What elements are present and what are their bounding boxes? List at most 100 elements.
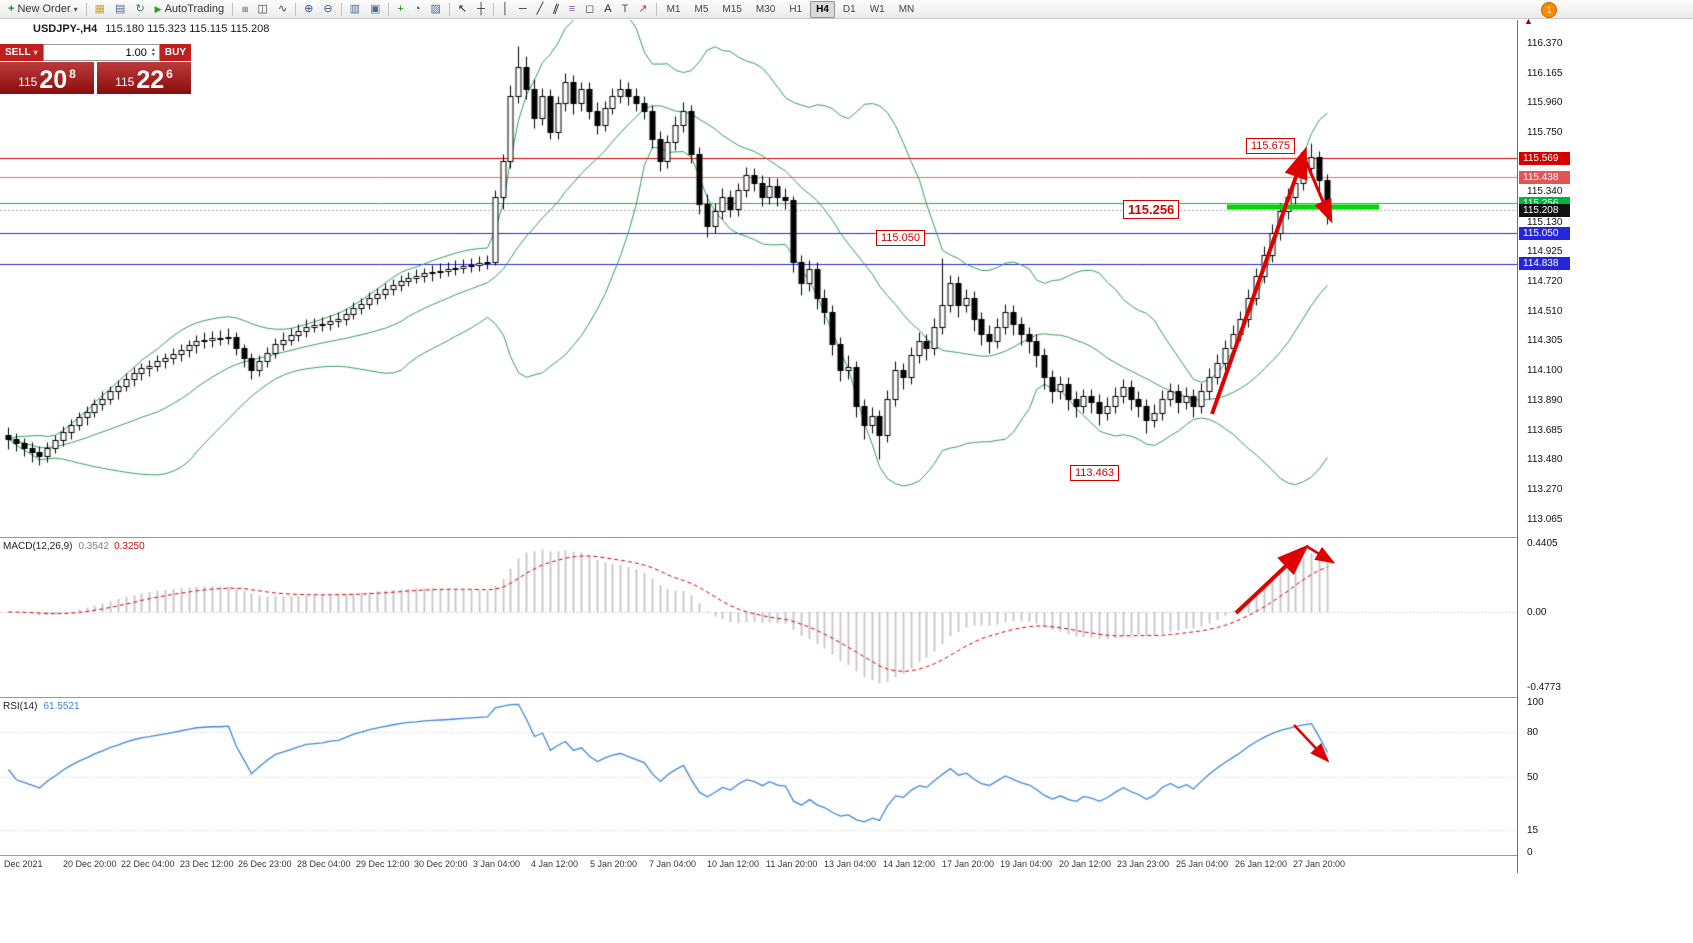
main-chart-canvas[interactable] bbox=[0, 20, 1517, 537]
bar-chart-button[interactable]: ≡ bbox=[236, 0, 252, 18]
toolbar-group-chart-type: ≡ ◫ ∿ bbox=[236, 0, 292, 18]
autotrading-label: AutoTrading bbox=[164, 3, 225, 15]
sell-price-integer: 115 bbox=[18, 75, 38, 89]
price-tick: 113.685 bbox=[1527, 425, 1563, 436]
price-line-label: 115.569 bbox=[1519, 152, 1570, 165]
cursor-button[interactable]: ↖ bbox=[453, 0, 472, 18]
buy-price-pips: 22 bbox=[136, 66, 165, 94]
zoom-in-button[interactable]: ⊕ bbox=[299, 0, 318, 18]
toolbar-group-windows: ▦ ▤ ↻ bbox=[90, 0, 150, 18]
horizontal-line-button[interactable]: ─ bbox=[514, 0, 532, 18]
equidistant-channel-button[interactable]: ∥ bbox=[548, 0, 564, 18]
price-scale[interactable]: 116.370 116.165 115.960 115.750 115.340 115.1… bbox=[1517, 20, 1693, 873]
timeframe-d1[interactable]: D1 bbox=[842, 3, 856, 15]
time-axis-label: 17 Jan 20:00 bbox=[942, 859, 995, 869]
price-tick: -0.4773 bbox=[1527, 682, 1561, 693]
timeframe-m1[interactable]: M1 bbox=[666, 3, 681, 15]
toolbar-group-cursor: ↖ ┼ bbox=[453, 0, 490, 18]
timeframe-h4[interactable]: H4 bbox=[810, 0, 835, 18]
price-tick: 116.370 bbox=[1527, 38, 1563, 49]
time-axis[interactable]: Dec 2021 20 Dec 20:00 22 Dec 04:00 23 Dec 1… bbox=[0, 856, 1517, 873]
crosshair-button[interactable]: ┼ bbox=[472, 0, 490, 18]
rsi-name: RSI(14) bbox=[3, 701, 38, 712]
volume-spinner-icon[interactable]: ▲ ▼ bbox=[150, 46, 156, 58]
charts-grid-icon: ▦ bbox=[94, 2, 106, 15]
timeframe-mn[interactable]: MN bbox=[898, 3, 915, 15]
templates-button[interactable]: ▨ bbox=[426, 0, 446, 18]
vertical-line-icon: │ bbox=[501, 2, 509, 15]
price-tick: 115.130 bbox=[1527, 217, 1563, 228]
time-axis-label: Dec 2021 bbox=[4, 859, 43, 869]
time-axis-label: 28 Dec 04:00 bbox=[297, 859, 351, 869]
tile-windows-button[interactable]: ▥ bbox=[345, 0, 365, 18]
autotrading-play-icon: ▶ bbox=[154, 3, 162, 14]
chevron-down-icon: ▾ bbox=[73, 4, 78, 14]
trendline-button[interactable]: ╱ bbox=[532, 0, 549, 18]
periods-button[interactable]: ◔ bbox=[409, 0, 426, 18]
toolbar-group-insert: + ◔ ▨ bbox=[392, 0, 446, 18]
price-tick: 114.720 bbox=[1527, 276, 1563, 287]
text-button[interactable]: A bbox=[599, 0, 616, 18]
line-chart-button[interactable]: ∿ bbox=[273, 0, 292, 18]
price-annotation[interactable]: 113.463 bbox=[1070, 465, 1119, 481]
data-window-button[interactable]: ▤ bbox=[110, 0, 130, 18]
charts-grid-button[interactable]: ▦ bbox=[90, 0, 110, 18]
timeframe-h1[interactable]: H1 bbox=[789, 3, 803, 15]
price-annotation[interactable]: 115.050 bbox=[876, 230, 925, 246]
new-order-icon: + bbox=[8, 2, 15, 15]
autotrading-button[interactable]: ▶ AutoTrading bbox=[150, 0, 229, 18]
buy-dropdown-label: BUY bbox=[164, 47, 186, 58]
arrow-tool-button[interactable]: ↗ bbox=[633, 0, 652, 18]
panel-separator[interactable] bbox=[0, 855, 1693, 856]
scroll-top-icon[interactable]: ▲ bbox=[1524, 16, 1533, 26]
line-chart-icon: ∿ bbox=[277, 2, 288, 15]
indicators-button[interactable]: + bbox=[392, 0, 408, 18]
panel-separator[interactable] bbox=[0, 697, 1693, 698]
refresh-button[interactable]: ↻ bbox=[130, 0, 149, 18]
candlestick-chart-button[interactable]: ◫ bbox=[253, 0, 273, 18]
rsi-panel-canvas[interactable] bbox=[0, 698, 1517, 855]
time-axis-label: 19 Jan 04:00 bbox=[1000, 859, 1053, 869]
zoom-out-icon: ⊖ bbox=[323, 2, 333, 15]
cascade-windows-button[interactable]: ▣ bbox=[365, 0, 385, 18]
fibonacci-button[interactable]: ≡ bbox=[564, 0, 580, 18]
price-tick: 114.305 bbox=[1527, 335, 1563, 346]
sell-button[interactable]: 115 20 8 bbox=[0, 62, 94, 94]
toolbar-separator bbox=[295, 2, 297, 16]
timeframe-w1[interactable]: W1 bbox=[869, 3, 885, 15]
new-order-button[interactable]: + New Order ▾ bbox=[3, 0, 83, 18]
tile-windows-icon: ▥ bbox=[349, 2, 361, 15]
macd-value-2: 0.3250 bbox=[114, 541, 145, 552]
volume-value: 1.00 bbox=[125, 46, 147, 59]
timeframe-m5[interactable]: M5 bbox=[694, 3, 709, 15]
time-axis-label: 23 Dec 12:00 bbox=[180, 859, 234, 869]
notification-badge[interactable]: 1 bbox=[1541, 2, 1557, 18]
toolbar-group-zoom: ⊕ ⊖ bbox=[299, 0, 337, 18]
vertical-line-button[interactable]: │ bbox=[497, 0, 514, 18]
sell-price-pips: 20 bbox=[39, 66, 68, 94]
zoom-out-button[interactable]: ⊖ bbox=[318, 0, 337, 18]
refresh-icon: ↻ bbox=[135, 2, 145, 15]
buy-dropdown[interactable]: BUY bbox=[159, 44, 191, 61]
buy-button[interactable]: 115 22 6 bbox=[97, 62, 191, 94]
price-line-label: 115.208 bbox=[1519, 204, 1570, 217]
price-tick: 113.065 bbox=[1527, 514, 1563, 525]
shapes-button[interactable]: ◻ bbox=[580, 0, 599, 18]
price-annotation[interactable]: 115.675 bbox=[1246, 138, 1295, 154]
macd-panel-canvas[interactable] bbox=[0, 538, 1517, 697]
bar-chart-icon: ≡ bbox=[238, 5, 251, 13]
periods-icon: ◔ bbox=[413, 2, 421, 15]
price-annotation[interactable]: 115.256 bbox=[1123, 200, 1180, 219]
timeframe-buttons: M1 M5 M15 M30 H1 H4 D1 W1 MN bbox=[660, 0, 922, 18]
sell-dropdown[interactable]: SELL ▾ bbox=[0, 44, 43, 61]
volume-input[interactable]: 1.00 ▲ ▼ bbox=[42, 44, 160, 61]
panel-separator[interactable] bbox=[0, 537, 1693, 538]
toolbar-separator bbox=[388, 2, 390, 16]
timeframe-m15[interactable]: M15 bbox=[722, 3, 742, 15]
price-tick: 15 bbox=[1527, 825, 1539, 836]
timeframe-m30[interactable]: M30 bbox=[755, 3, 776, 15]
price-tick: 116.165 bbox=[1527, 68, 1563, 79]
label-button[interactable]: T bbox=[617, 0, 634, 18]
chart-title: USDJPY-,H4 115.180 115.323 115.115 115.20… bbox=[33, 23, 269, 35]
